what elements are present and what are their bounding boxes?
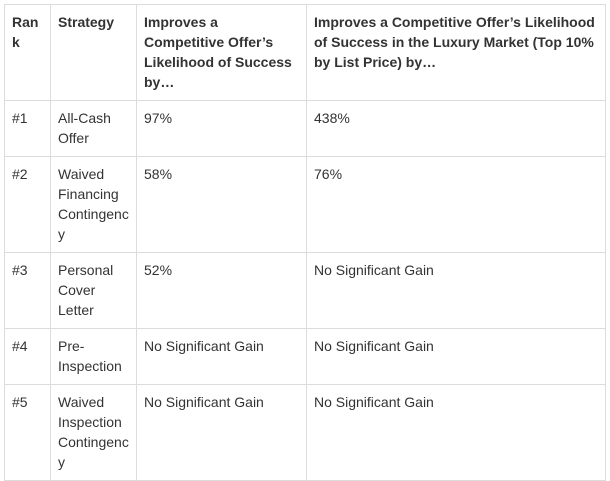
strategy-cell: All-Cash Offer [50,100,137,157]
general-cell: No Significant Gain [136,328,307,385]
table-row: #4 Pre-Inspection No Significant Gain No… [4,328,606,385]
table-header-row: Rank Strategy Improves a Competitive Off… [4,4,606,101]
rank-cell: #3 [4,252,51,329]
luxury-cell: 438% [306,100,606,157]
luxury-cell: 76% [306,156,606,253]
header-luxury-likelihood: Improves a Competitive Offer’s Likelihoo… [306,4,606,101]
luxury-cell: No Significant Gain [306,252,606,329]
luxury-cell: No Significant Gain [306,328,606,385]
luxury-cell: No Significant Gain [306,384,606,481]
rank-cell: #4 [4,328,51,385]
header-strategy: Strategy [50,4,137,101]
rank-cell: #2 [4,156,51,253]
strategy-cell: Personal Cover Letter [50,252,137,329]
table-row: #1 All-Cash Offer 97% 438% [4,100,606,157]
table-row: #3 Personal Cover Letter 52% No Signific… [4,252,606,329]
general-cell: 97% [136,100,307,157]
strategy-cell: Waived Financing Contingency [50,156,137,253]
header-general-likelihood: Improves a Competitive Offer’s Likelihoo… [136,4,307,101]
header-rank: Rank [4,4,51,101]
rank-cell: #1 [4,100,51,157]
strategy-table: Rank Strategy Improves a Competitive Off… [4,4,606,481]
table-row: #5 Waived Inspection Contingency No Sign… [4,384,606,481]
strategy-cell: Waived Inspection Contingency [50,384,137,481]
rank-cell: #5 [4,384,51,481]
table-row: #2 Waived Financing Contingency 58% 76% [4,156,606,253]
general-cell: 58% [136,156,307,253]
general-cell: 52% [136,252,307,329]
general-cell: No Significant Gain [136,384,307,481]
strategy-cell: Pre-Inspection [50,328,137,385]
